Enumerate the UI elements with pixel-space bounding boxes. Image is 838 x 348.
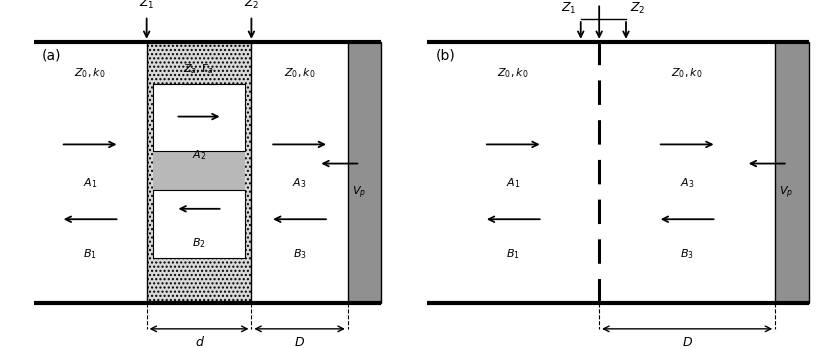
Bar xyxy=(153,84,245,151)
Text: $Z_2$: $Z_2$ xyxy=(630,1,645,16)
Text: $B_3$: $B_3$ xyxy=(292,247,307,261)
Text: $A_1$: $A_1$ xyxy=(506,176,520,190)
Text: $Z_0, k_0$: $Z_0, k_0$ xyxy=(671,66,703,80)
Text: d: d xyxy=(195,336,203,348)
Text: $B_1$: $B_1$ xyxy=(83,247,97,261)
Text: $Z_1$: $Z_1$ xyxy=(561,1,577,16)
Text: $A_3$: $A_3$ xyxy=(680,176,695,190)
Bar xyxy=(147,42,251,303)
Text: D: D xyxy=(295,336,304,348)
Text: $Z_0, k_0$: $Z_0, k_0$ xyxy=(284,66,315,80)
Bar xyxy=(153,151,245,190)
Bar xyxy=(348,42,381,303)
Text: $A_2$: $A_2$ xyxy=(192,148,206,162)
Text: $V_p$: $V_p$ xyxy=(352,184,366,201)
Text: $B_3$: $B_3$ xyxy=(680,247,694,261)
Text: $V_p$: $V_p$ xyxy=(779,184,794,201)
Text: $B_1$: $B_1$ xyxy=(506,247,520,261)
Text: $Z_0, k_0$: $Z_0, k_0$ xyxy=(75,66,106,80)
Text: $Z_2$: $Z_2$ xyxy=(244,0,259,11)
Text: $B_2$: $B_2$ xyxy=(192,237,206,251)
Text: (b): (b) xyxy=(436,49,456,63)
Bar xyxy=(153,190,245,258)
Text: $Z_1$: $Z_1$ xyxy=(139,0,154,11)
Text: (a): (a) xyxy=(42,49,61,63)
Text: $Z_0, k_0$: $Z_0, k_0$ xyxy=(498,66,529,80)
Text: $A_1$: $A_1$ xyxy=(83,176,97,190)
Text: $Z_a, \Gamma_a$: $Z_a, \Gamma_a$ xyxy=(184,63,215,77)
Text: D: D xyxy=(682,336,692,348)
Text: $A_3$: $A_3$ xyxy=(292,176,307,190)
Bar xyxy=(775,42,809,303)
